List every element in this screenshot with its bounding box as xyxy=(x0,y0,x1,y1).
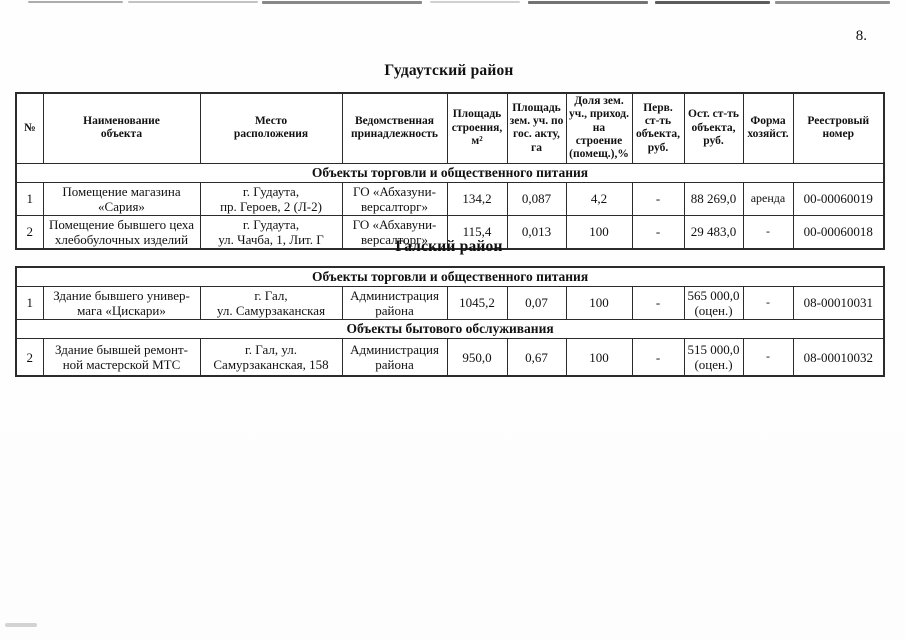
col-header-registry-number: Реестровый номер xyxy=(792,92,885,164)
registry-table-gudauta: № Наименование объекта Место расположени… xyxy=(15,92,885,250)
cell-land-share: 100 xyxy=(565,285,633,320)
district-title-gal: Галский район xyxy=(395,238,503,255)
section-row: Объекты торговли и общественного питания xyxy=(15,266,885,287)
table-row: 1 Здание бывшего универ- мага «Цискари» … xyxy=(15,285,885,320)
scan-artifact-bottom-left xyxy=(5,623,37,627)
table-row: 2 Здание бывшей ремонт- ной мастерской М… xyxy=(15,337,885,377)
cell-department: ГО «Абхазуни- версалторг» xyxy=(341,181,448,216)
cell-object-name: Здание бывшей ремонт- ной мастерской МТС xyxy=(42,337,201,377)
cell-registry-number: 00-00060018 xyxy=(792,214,885,250)
cell-residual-value: 515 000,0 (оцен.) xyxy=(683,337,744,377)
cell-number: 1 xyxy=(15,285,44,320)
cell-land-share: 100 xyxy=(565,214,633,250)
table-header-row: № Наименование объекта Место расположени… xyxy=(15,92,885,164)
registry-table-gal: Объекты торговли и общественного питания… xyxy=(15,266,886,378)
cell-department: ГО «Абхавуни- версалторг» xyxy=(341,214,448,250)
section-row: Объекты бытового обслуживания xyxy=(15,318,885,339)
cell-number: 2 xyxy=(15,214,44,250)
cell-land-area: 0,013 xyxy=(506,214,567,250)
cell-ownership-form: - xyxy=(742,214,794,250)
cell-building-area: 950,0 xyxy=(446,337,508,377)
section-title-trade-catering: Объекты торговли и общественного питания xyxy=(15,266,885,287)
cell-residual-value: 29 483,0 xyxy=(683,214,744,250)
cell-land-area: 0,087 xyxy=(506,181,567,216)
cell-initial-value: - xyxy=(631,337,685,377)
cell-location: г. Гудаута, пр. Героев, 2 (Л-2) xyxy=(199,181,343,216)
cell-land-share: 4,2 xyxy=(565,181,633,216)
cell-ownership-form: - xyxy=(742,285,794,320)
cell-ownership-form: аренда xyxy=(742,181,794,216)
section-title-trade-catering: Объекты торговли и общественного питания xyxy=(15,162,885,183)
cell-building-area: 134,2 xyxy=(446,181,508,216)
col-header-ownership-form: Форма хозяйст. xyxy=(742,92,794,164)
cell-location: г. Гал, ул. Самурзаканская, 158 xyxy=(199,337,343,377)
cell-location: г. Гал, ул. Самурзаканская xyxy=(199,285,343,320)
col-header-residual-value: Ост. ст-ть объекта, руб. xyxy=(683,92,744,164)
page-number: 8. xyxy=(855,28,867,44)
cell-number: 2 xyxy=(15,337,44,377)
cell-registry-number: 08-00010031 xyxy=(792,285,885,320)
cell-registry-number: 00-00060019 xyxy=(792,181,885,216)
cell-initial-value: - xyxy=(631,285,685,320)
cell-land-share: 100 xyxy=(565,337,633,377)
col-header-department: Ведомственная принадлежность xyxy=(341,92,448,164)
cell-registry-number: 08-00010032 xyxy=(792,337,885,377)
cell-initial-value: - xyxy=(631,181,685,216)
cell-location: г. Гудаута, ул. Чачба, 1, Лит. Г xyxy=(199,214,343,250)
cell-building-area: 1045,2 xyxy=(446,285,508,320)
cell-residual-value: 565 000,0 (оцен.) xyxy=(683,285,744,320)
col-header-land-share: Доля зем. уч., приход. на строение (поме… xyxy=(565,92,633,164)
cell-number: 1 xyxy=(15,181,44,216)
section-title-consumer-services: Объекты бытового обслуживания xyxy=(15,318,885,339)
section-row: Объекты торговли и общественного питания xyxy=(15,162,885,183)
cell-residual-value: 88 269,0 xyxy=(683,181,744,216)
col-header-building-area: Площадь строения, м² xyxy=(446,92,508,164)
table-row: 2 Помещение бывшего цеха хлебобулочных и… xyxy=(15,214,885,250)
cell-land-area: 0,67 xyxy=(506,337,567,377)
col-header-location: Место расположения xyxy=(199,92,343,164)
district-title-gudauta: Гудаутский район xyxy=(384,62,514,79)
cell-object-name: Помещение магазина «Сария» xyxy=(42,181,201,216)
scan-artifact-top xyxy=(0,0,905,5)
table-row: 1 Помещение магазина «Сария» г. Гудаута,… xyxy=(15,181,885,216)
col-header-object-name: Наименование объекта xyxy=(42,92,201,164)
col-header-initial-value: Перв. ст-ть объекта, руб. xyxy=(631,92,685,164)
cell-object-name: Здание бывшего универ- мага «Цискари» xyxy=(42,285,201,320)
col-header-land-area: Площадь зем. уч. по гос. акту, га xyxy=(506,92,567,164)
cell-building-area: 115,4 xyxy=(446,214,508,250)
cell-department: Администрация района xyxy=(341,285,448,320)
cell-initial-value: - xyxy=(631,214,685,250)
cell-department: Администрация района xyxy=(341,337,448,377)
cell-land-area: 0,07 xyxy=(506,285,567,320)
col-header-number: № xyxy=(15,92,44,164)
cell-ownership-form: - xyxy=(742,337,794,377)
